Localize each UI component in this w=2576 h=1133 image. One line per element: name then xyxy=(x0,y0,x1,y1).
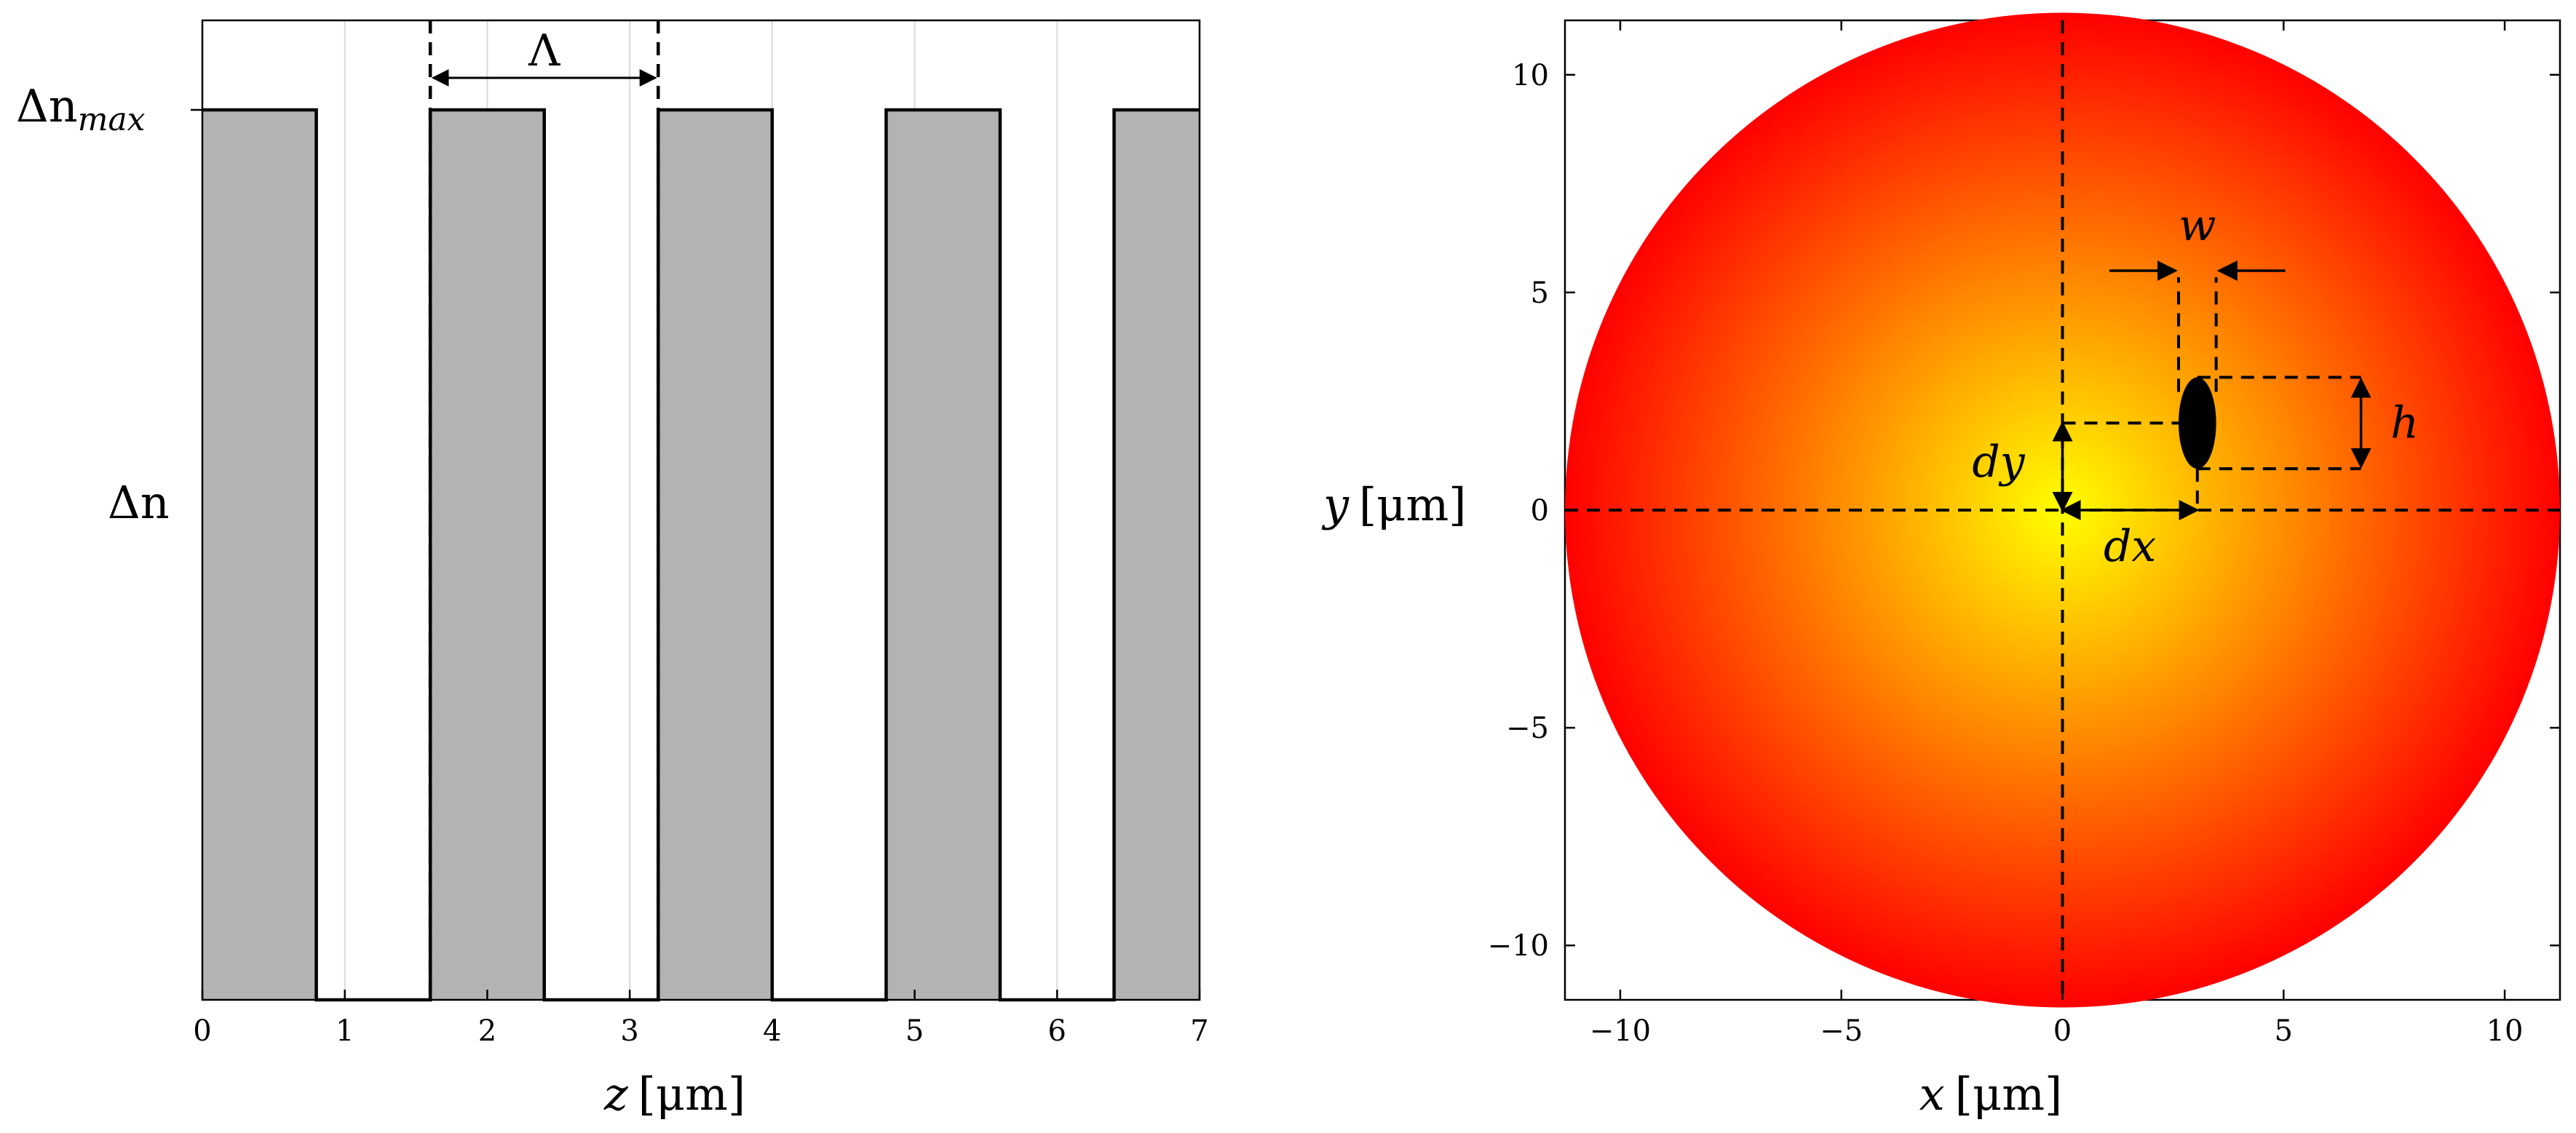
period-label: Λ xyxy=(528,25,560,76)
y-tick-label: −10 xyxy=(1488,929,1549,963)
x-tick-label: 0 xyxy=(2053,1014,2072,1048)
y-tick-label: 0 xyxy=(1531,494,1549,528)
x-tick-label: 5 xyxy=(905,1014,924,1048)
defect-dimension-annotations xyxy=(2052,260,2371,520)
x-tick-label: 5 xyxy=(2275,1014,2293,1048)
x-tick-label: 7 xyxy=(1190,1014,1208,1048)
left-x-axis-label: z [μm] xyxy=(603,1068,745,1121)
x-tick-label: 3 xyxy=(620,1014,638,1048)
delta-n-max-main: Δn xyxy=(16,79,78,132)
right-y-axis-label: y [μm] xyxy=(1321,478,1467,531)
x-tick-label: 1 xyxy=(336,1014,354,1048)
left-x-unit: [μm] xyxy=(638,1068,745,1121)
x-tick-label: 2 xyxy=(478,1014,496,1048)
left-x-var: z xyxy=(603,1068,628,1121)
right-axis-ticks: −10 −5 0 5 10 10 5 0 −5 −10 xyxy=(1488,20,2560,1048)
index-profile-area xyxy=(202,110,1200,1000)
right-y-unit: [μm] xyxy=(1359,478,1466,531)
right-y-var: y xyxy=(1321,478,1350,531)
left-y-axis-label: Δn xyxy=(108,476,170,529)
delta-n-max-sub: max xyxy=(78,101,146,138)
right-x-var: x xyxy=(1919,1068,1945,1121)
x-tick-label: 6 xyxy=(1048,1014,1066,1048)
x-tick-label: 0 xyxy=(193,1014,211,1048)
x-tick-label: −10 xyxy=(1590,1014,1651,1048)
height-label: h xyxy=(2390,397,2419,448)
period-annotation: Λ xyxy=(428,20,660,1000)
left-plot-frame xyxy=(201,19,1201,1001)
dx-label: dx xyxy=(2104,521,2156,572)
x-tick-label: 10 xyxy=(2486,1014,2524,1048)
defect-ellipse xyxy=(2178,377,2216,469)
x-tick-label: −5 xyxy=(1820,1014,1863,1048)
left-x-ticks: 0 1 2 3 4 5 6 7 xyxy=(193,990,1209,1048)
y-tick-label: −5 xyxy=(1506,712,1549,745)
dy-label: dy xyxy=(1972,437,2025,488)
x-tick-label: 4 xyxy=(763,1014,781,1048)
y-tick-label: 5 xyxy=(1531,277,1549,310)
right-x-axis-label: x [μm] xyxy=(1919,1068,2062,1121)
y-label-delta-n-max: Δnmax xyxy=(16,79,146,138)
width-label: w xyxy=(2179,200,2216,251)
y-tick-label: 10 xyxy=(1512,59,1549,92)
right-x-unit: [μm] xyxy=(1955,1068,2062,1121)
